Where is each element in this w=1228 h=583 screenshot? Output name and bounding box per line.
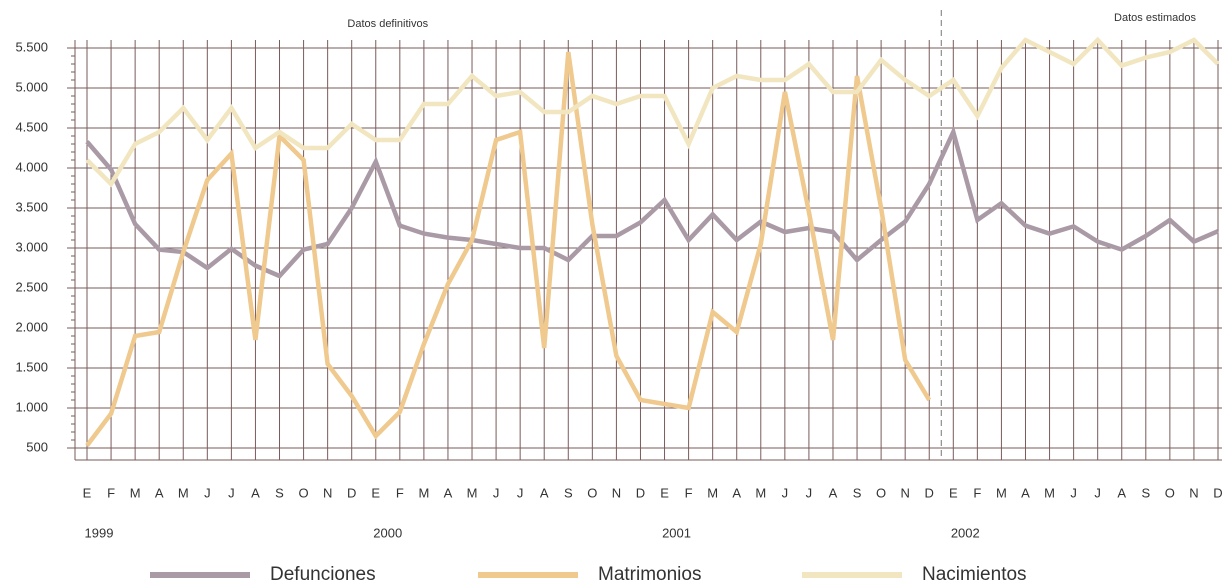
x-tick-label: J (1070, 485, 1077, 500)
x-tick-label: E (371, 485, 380, 500)
x-tick-label: J (493, 485, 500, 500)
x-tick-label: N (900, 485, 909, 500)
y-tick-label: 5.500 (15, 39, 48, 54)
legend-swatch (150, 572, 250, 578)
x-tick-label: J (517, 485, 524, 500)
legend-label: Nacimientos (922, 564, 1027, 583)
x-tick-label: M (418, 485, 429, 500)
x-tick-label: N (1189, 485, 1198, 500)
x-tick-label: E (83, 485, 92, 500)
y-tick-label: 2.000 (15, 319, 48, 334)
x-tick-label: M (707, 485, 718, 500)
y-tick-label: 5.000 (15, 79, 48, 94)
y-tick-label: 500 (26, 439, 48, 454)
legend-swatch (478, 572, 578, 578)
region-label: Datos estimados (1114, 12, 1196, 24)
x-tick-label: M (467, 485, 478, 500)
x-tick-label: O (876, 485, 886, 500)
x-tick-label: O (299, 485, 309, 500)
x-tick-label: A (829, 485, 838, 500)
x-tick-label: J (204, 485, 211, 500)
y-tick-label: 1.500 (15, 359, 48, 374)
year-label: 1999 (85, 525, 114, 540)
x-tick-label: O (1165, 485, 1175, 500)
x-tick-label: N (612, 485, 621, 500)
x-tick-label: J (806, 485, 813, 500)
legend-label: Matrimonios (598, 564, 701, 583)
x-tick-label: J (782, 485, 789, 500)
x-tick-label: F (685, 485, 693, 500)
x-tick-label: N (323, 485, 332, 500)
x-tick-label: E (949, 485, 958, 500)
y-tick-label: 1.000 (15, 399, 48, 414)
x-tick-label: M (1044, 485, 1055, 500)
y-tick-label: 3.500 (15, 199, 48, 214)
x-tick-label: M (178, 485, 189, 500)
x-tick-label: S (275, 485, 284, 500)
y-tick-label: 4.500 (15, 119, 48, 134)
x-tick-label: D (636, 485, 645, 500)
year-label: 2001 (662, 525, 691, 540)
x-tick-label: M (130, 485, 141, 500)
x-tick-label: J (228, 485, 235, 500)
x-tick-label: F (107, 485, 115, 500)
x-tick-label: A (732, 485, 741, 500)
x-tick-label: S (564, 485, 573, 500)
x-tick-label: M (996, 485, 1007, 500)
legend-label: Defunciones (270, 564, 376, 583)
y-tick-label: 4.000 (15, 159, 48, 174)
x-tick-label: A (540, 485, 549, 500)
x-tick-label: D (1213, 485, 1222, 500)
x-tick-label: A (1021, 485, 1030, 500)
x-tick-label: S (853, 485, 862, 500)
x-tick-label: S (1141, 485, 1150, 500)
x-tick-label: D (347, 485, 356, 500)
region-label: Datos definitivos (347, 18, 428, 30)
legend-swatch (802, 572, 902, 578)
x-tick-label: M (755, 485, 766, 500)
x-tick-label: F (396, 485, 404, 500)
x-tick-label: J (1094, 485, 1101, 500)
x-tick-label: D (925, 485, 934, 500)
x-tick-label: A (251, 485, 260, 500)
year-label: 2000 (373, 525, 402, 540)
x-tick-label: F (973, 485, 981, 500)
y-tick-label: 2.500 (15, 279, 48, 294)
x-tick-label: O (587, 485, 597, 500)
x-tick-label: A (155, 485, 164, 500)
x-tick-label: A (444, 485, 453, 500)
y-tick-label: 3.000 (15, 239, 48, 254)
x-tick-label: E (660, 485, 669, 500)
series-line (85, 125, 1219, 279)
year-label: 2002 (951, 525, 980, 540)
x-tick-label: A (1117, 485, 1126, 500)
series-line (85, 36, 1220, 188)
series-line (85, 51, 932, 447)
